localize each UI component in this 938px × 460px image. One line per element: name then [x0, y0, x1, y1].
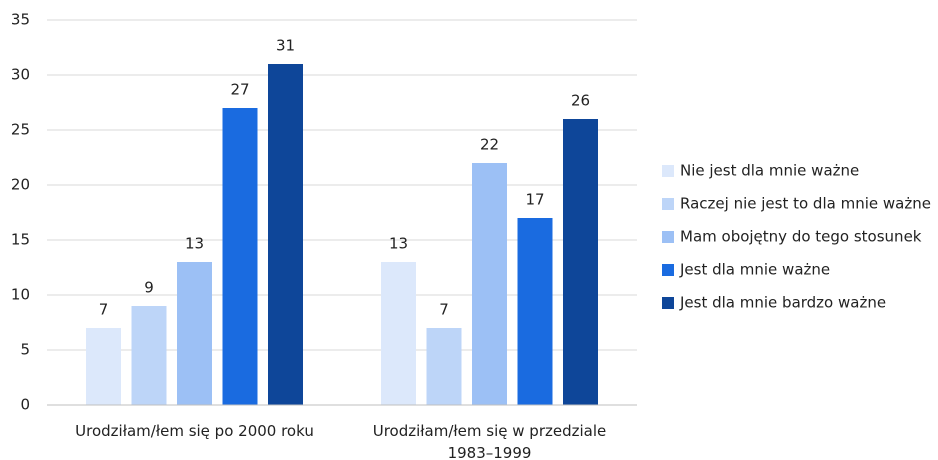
y-tick-label: 10	[11, 286, 30, 304]
bar	[426, 328, 462, 405]
bar	[517, 218, 553, 405]
data-label: 27	[230, 81, 249, 99]
legend-swatch	[662, 231, 674, 243]
data-label: 9	[144, 279, 154, 297]
bar	[131, 306, 167, 405]
legend-label: Raczej nie jest to dla mnie ważne	[680, 195, 931, 213]
data-label: 31	[276, 37, 295, 55]
y-tick-label: 35	[11, 11, 30, 29]
bar	[472, 163, 507, 405]
legend-label: Nie jest dla mnie ważne	[680, 162, 859, 180]
x-tick-label: Urodziłam/łem się w przedziale 1983–1999	[372, 422, 607, 460]
y-tick-label: 5	[20, 341, 30, 359]
bar	[86, 328, 121, 405]
data-label: 17	[525, 191, 544, 209]
data-label: 13	[185, 235, 204, 253]
y-tick-label: 25	[11, 121, 30, 139]
bar	[222, 108, 258, 405]
legend-swatch	[662, 297, 674, 309]
legend-swatch	[662, 165, 674, 177]
bar	[268, 64, 303, 405]
bar	[563, 119, 598, 405]
bar	[381, 262, 416, 405]
x-tick-label: Urodziłam/łem się po 2000 roku	[75, 422, 314, 440]
y-tick-label: 30	[11, 66, 30, 84]
data-label: 22	[480, 136, 499, 154]
data-label: 13	[389, 235, 408, 253]
data-label: 26	[571, 92, 590, 110]
data-label: 7	[439, 301, 449, 319]
y-tick-label: 15	[11, 231, 30, 249]
legend-swatch	[662, 264, 674, 276]
legend-swatch	[662, 198, 674, 210]
bar	[177, 262, 212, 405]
legend-label: Jest dla mnie bardzo ważne	[679, 294, 886, 312]
legend-label: Mam obojętny do tego stosunek	[680, 228, 922, 246]
y-tick-label: 20	[11, 176, 30, 194]
data-label: 7	[99, 301, 109, 319]
legend-label: Jest dla mnie ważne	[679, 261, 830, 279]
y-tick-label: 0	[20, 396, 30, 414]
